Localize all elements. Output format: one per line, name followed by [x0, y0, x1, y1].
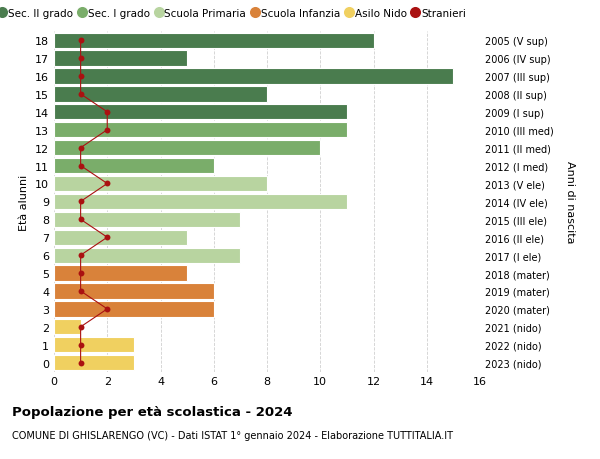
- Point: [76, 162, 85, 170]
- Bar: [54, 248, 241, 263]
- Point: [76, 73, 85, 80]
- Bar: [54, 105, 347, 120]
- Bar: [54, 230, 187, 245]
- Point: [76, 198, 85, 206]
- Point: [76, 324, 85, 331]
- Point: [76, 37, 85, 45]
- Bar: [54, 319, 80, 335]
- Bar: [54, 266, 187, 281]
- Bar: [54, 176, 267, 192]
- Bar: [54, 34, 373, 49]
- Point: [76, 359, 85, 367]
- Bar: [54, 159, 214, 174]
- Bar: [54, 141, 320, 156]
- Point: [103, 306, 112, 313]
- Point: [76, 216, 85, 224]
- Bar: [54, 355, 134, 370]
- Bar: [54, 69, 454, 84]
- Point: [76, 288, 85, 295]
- Bar: [54, 87, 267, 102]
- Y-axis label: Età alunni: Età alunni: [19, 174, 29, 230]
- Point: [76, 252, 85, 259]
- Legend: Sec. II grado, Sec. I grado, Scuola Primaria, Scuola Infanzia, Asilo Nido, Stran: Sec. II grado, Sec. I grado, Scuola Prim…: [0, 5, 470, 23]
- Bar: [54, 123, 347, 138]
- Bar: [54, 51, 187, 67]
- Point: [103, 234, 112, 241]
- Bar: [54, 284, 214, 299]
- Bar: [54, 302, 214, 317]
- Y-axis label: Anni di nascita: Anni di nascita: [565, 161, 575, 243]
- Point: [103, 180, 112, 188]
- Point: [76, 91, 85, 98]
- Point: [76, 341, 85, 349]
- Point: [76, 145, 85, 152]
- Text: COMUNE DI GHISLARENGO (VC) - Dati ISTAT 1° gennaio 2024 - Elaborazione TUTTITALI: COMUNE DI GHISLARENGO (VC) - Dati ISTAT …: [12, 431, 453, 440]
- Bar: [54, 337, 134, 353]
- Point: [76, 55, 85, 62]
- Text: Popolazione per età scolastica - 2024: Popolazione per età scolastica - 2024: [12, 405, 293, 419]
- Point: [76, 270, 85, 277]
- Bar: [54, 212, 241, 227]
- Point: [103, 109, 112, 116]
- Point: [103, 127, 112, 134]
- Bar: [54, 194, 347, 210]
